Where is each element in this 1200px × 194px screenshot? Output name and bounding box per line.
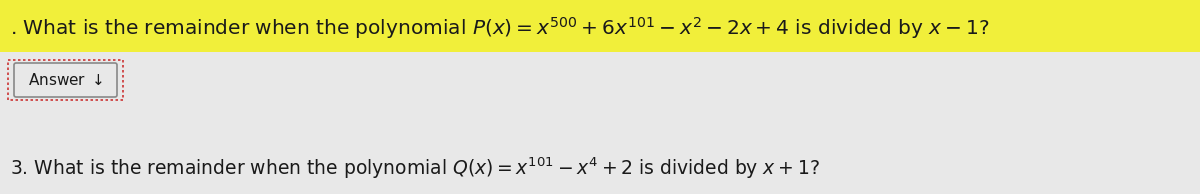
Bar [0, 0, 1200, 52]
Text: 3. What is the remainder when the polynomial $Q(x) = x^{101} - x^4 + 2$ is divid: 3. What is the remainder when the polyno… [10, 155, 820, 181]
FancyBboxPatch shape [14, 63, 118, 97]
Text: . What is the remainder when the polynomial $P(x) = x^{500} + 6x^{101} - x^2 - 2: . What is the remainder when the polynom… [10, 15, 989, 41]
Text: Answer $\downarrow$: Answer $\downarrow$ [28, 72, 104, 88]
